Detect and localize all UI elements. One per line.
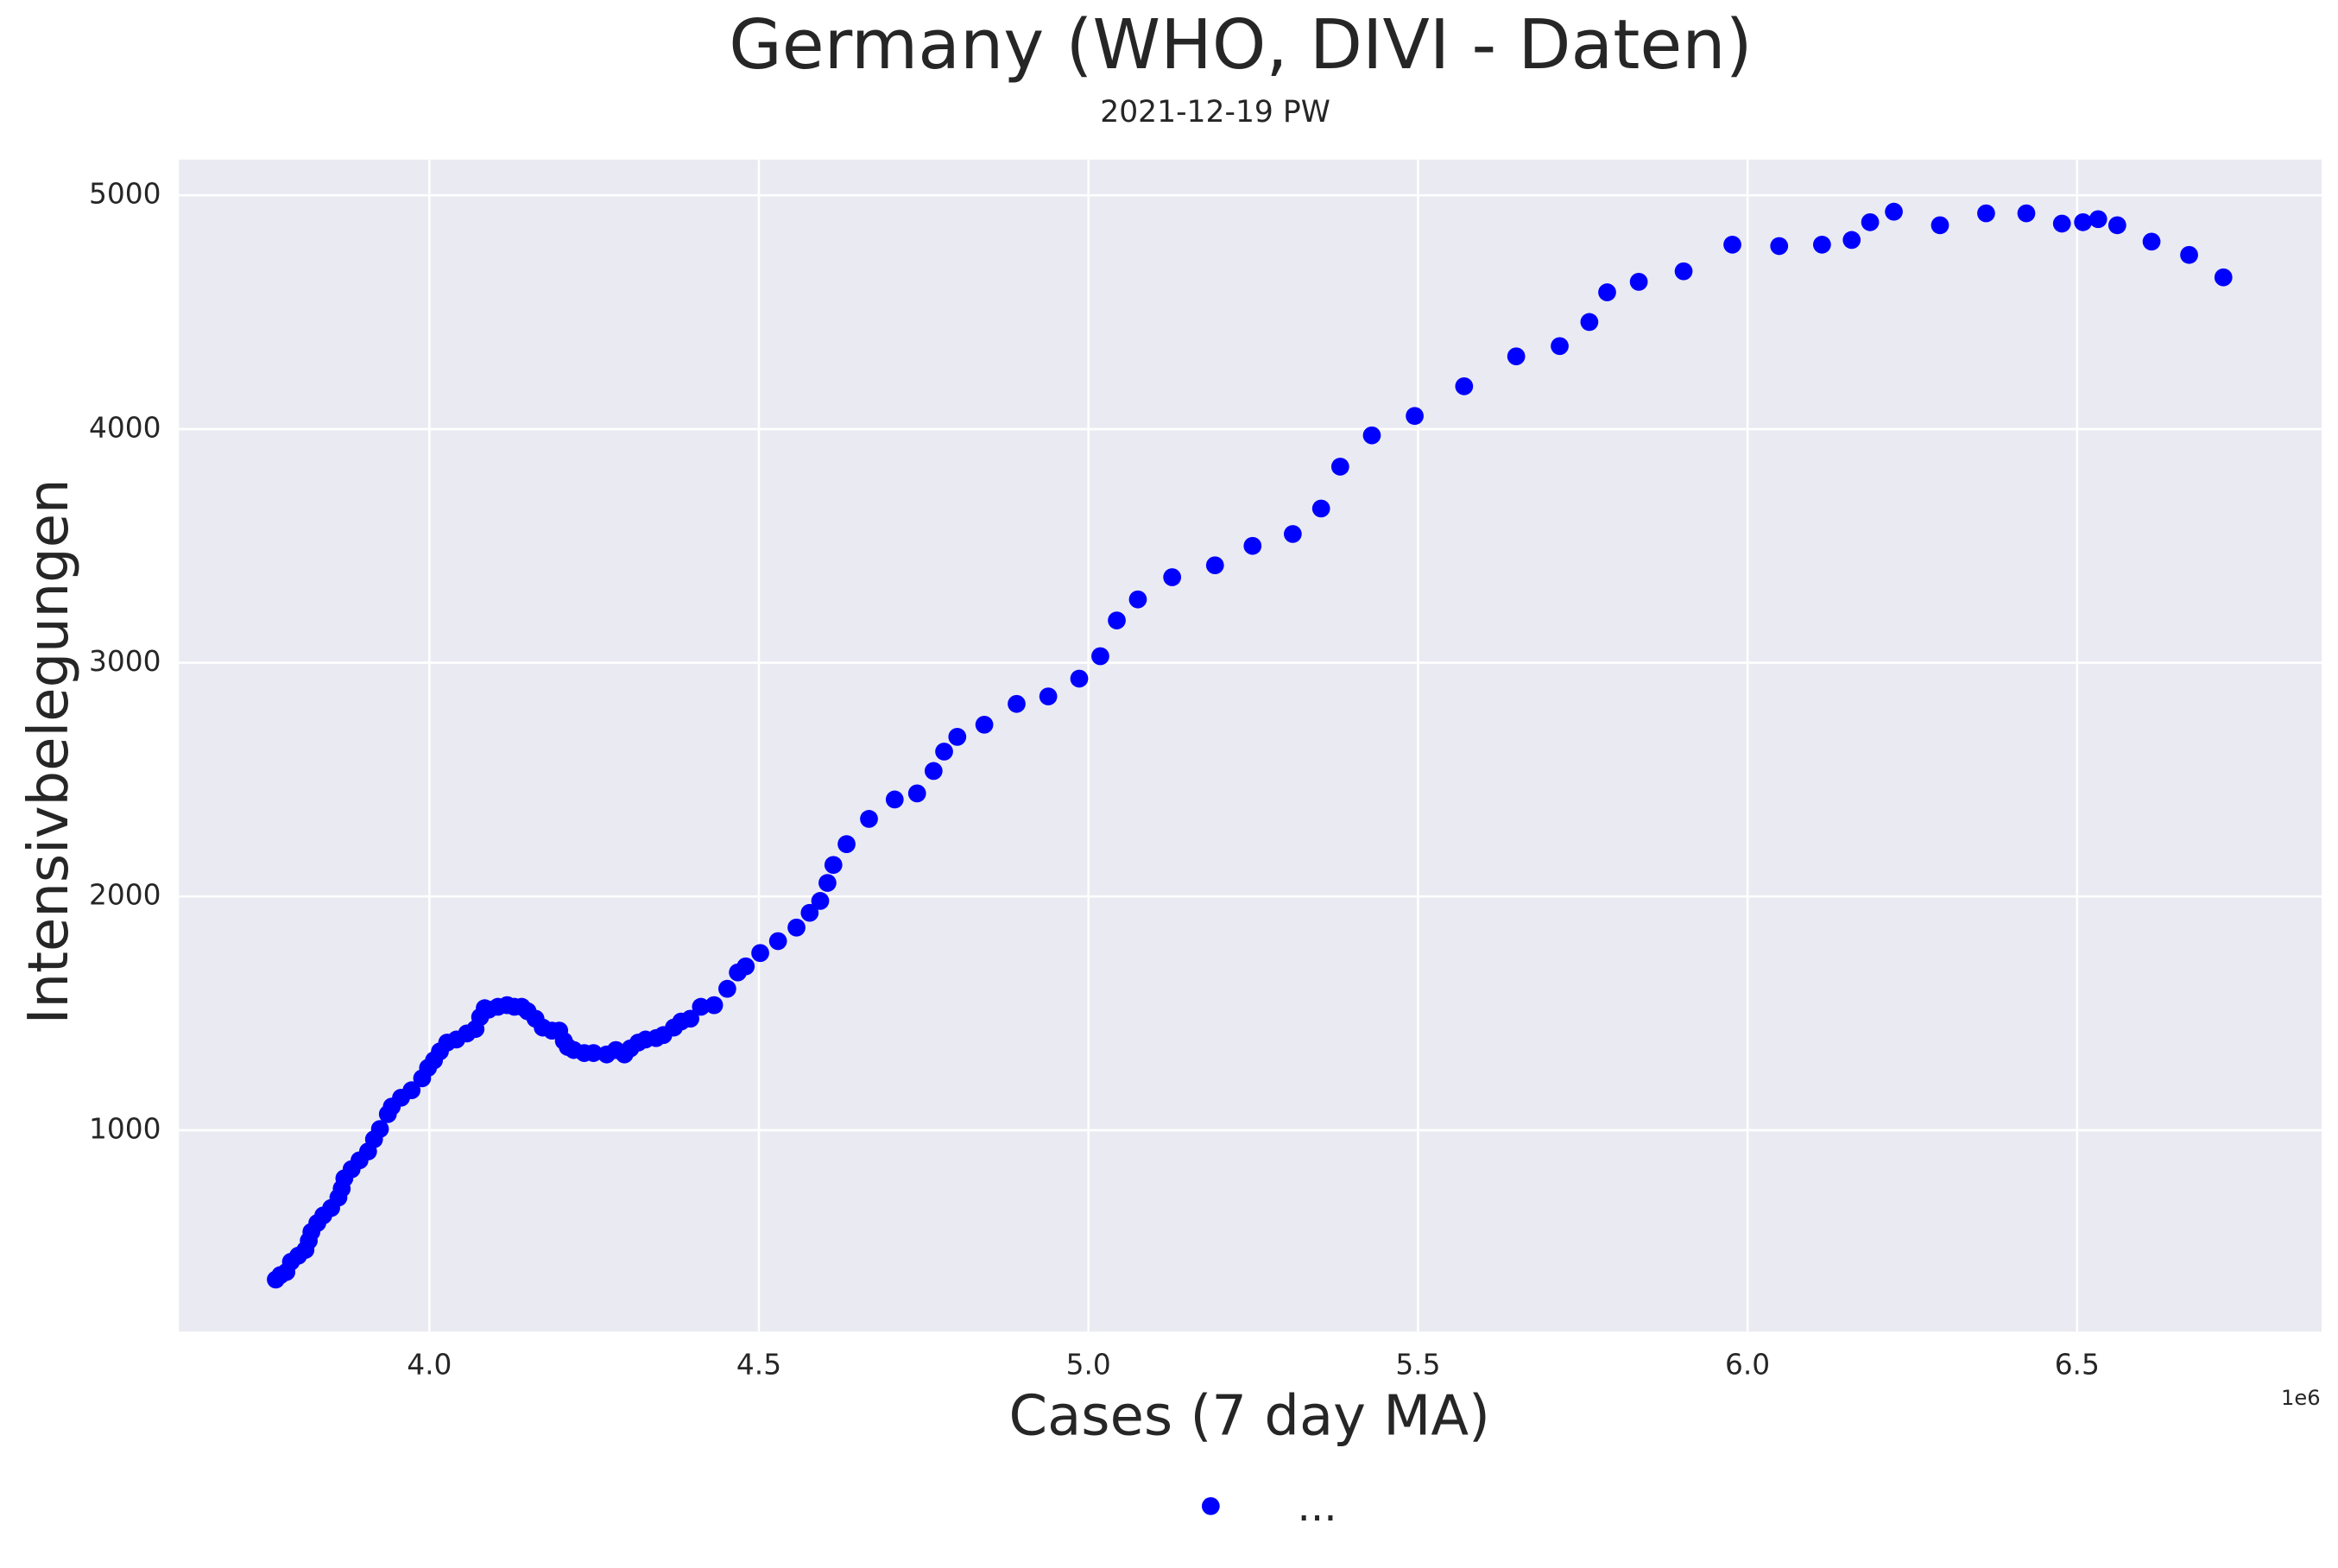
data-point — [2214, 268, 2233, 287]
data-point — [2180, 245, 2198, 264]
legend: ... — [1201, 1483, 1337, 1531]
data-point — [402, 1081, 421, 1100]
data-point — [1008, 694, 1026, 713]
data-point — [818, 874, 837, 892]
x-tick-label: 4.0 — [407, 1348, 452, 1381]
data-point — [885, 790, 904, 809]
data-point — [1243, 536, 1262, 555]
data-point — [1885, 202, 1903, 221]
data-point — [2017, 204, 2036, 223]
data-point — [1507, 347, 1526, 366]
y-axis-label: Intensivbelegungen — [17, 479, 81, 1025]
data-point — [692, 997, 711, 1016]
data-point — [1311, 499, 1330, 518]
x-offset-label: 1e6 — [2281, 1386, 2321, 1410]
data-point — [2088, 210, 2107, 229]
data-point — [1330, 458, 1349, 476]
data-point — [787, 918, 806, 937]
data-point — [860, 810, 878, 828]
data-point — [1205, 556, 1224, 575]
x-tick-label: 5.0 — [1066, 1348, 1111, 1381]
data-point — [800, 903, 819, 922]
legend-label: ... — [1298, 1483, 1337, 1531]
data-point — [736, 957, 755, 976]
data-point — [1551, 337, 1569, 356]
data-point — [1812, 235, 1831, 254]
data-point — [824, 856, 843, 875]
data-point — [1842, 231, 1861, 250]
data-point — [1039, 687, 1058, 705]
data-point — [1580, 313, 1599, 332]
y-tick-label: 5000 — [89, 178, 161, 211]
data-point — [751, 944, 769, 963]
data-point — [370, 1120, 389, 1138]
data-point — [811, 892, 830, 910]
x-tick-label: 4.5 — [736, 1348, 781, 1381]
data-point — [1091, 647, 1109, 666]
data-point — [1598, 283, 1616, 301]
legend-marker — [1201, 1496, 1220, 1515]
data-point — [1163, 568, 1182, 586]
y-tick-label: 1000 — [89, 1112, 161, 1145]
x-tick-label: 6.0 — [1725, 1348, 1770, 1381]
data-point — [907, 784, 926, 803]
points — [267, 202, 2233, 1289]
data-point — [975, 715, 994, 734]
data-point — [584, 1044, 603, 1062]
data-point — [2107, 216, 2126, 235]
y-tick-label: 2000 — [89, 879, 161, 912]
data-point — [1770, 237, 1789, 256]
chart-title: Germany (WHO, DIVI - Daten) — [729, 4, 1752, 85]
data-point — [1406, 407, 1424, 426]
data-point — [705, 996, 724, 1015]
data-point — [1455, 376, 1474, 395]
data-point — [2074, 212, 2093, 231]
data-point — [768, 932, 787, 951]
data-point — [2142, 232, 2161, 251]
plot-area — [179, 159, 2322, 1332]
data-point — [948, 728, 967, 746]
data-point — [1108, 611, 1126, 629]
data-point — [1977, 204, 1995, 223]
data-point — [837, 835, 856, 853]
grid — [179, 159, 2322, 1332]
data-point — [1723, 235, 1741, 254]
x-tick-label: 6.5 — [2055, 1348, 2100, 1381]
data-point — [935, 743, 953, 761]
y-tick-label: 3000 — [89, 645, 161, 678]
data-point — [1629, 273, 1648, 291]
data-point — [718, 979, 736, 998]
data-point — [1362, 426, 1381, 445]
data-point — [1674, 262, 1693, 281]
data-point — [2052, 214, 2071, 233]
data-point — [1128, 590, 1147, 609]
x-axis-label: Cases (7 day MA) — [1009, 1385, 1490, 1449]
data-point — [1861, 212, 1880, 231]
chart-subtitle: 2021-12-19 PW — [1100, 95, 1330, 130]
data-point — [924, 762, 943, 781]
y-tick-label: 4000 — [89, 411, 161, 444]
data-point — [681, 1009, 699, 1028]
data-point — [1283, 525, 1302, 543]
data-point — [1070, 669, 1089, 688]
x-tick-label: 5.5 — [1395, 1348, 1440, 1381]
data-point — [1930, 216, 1949, 235]
